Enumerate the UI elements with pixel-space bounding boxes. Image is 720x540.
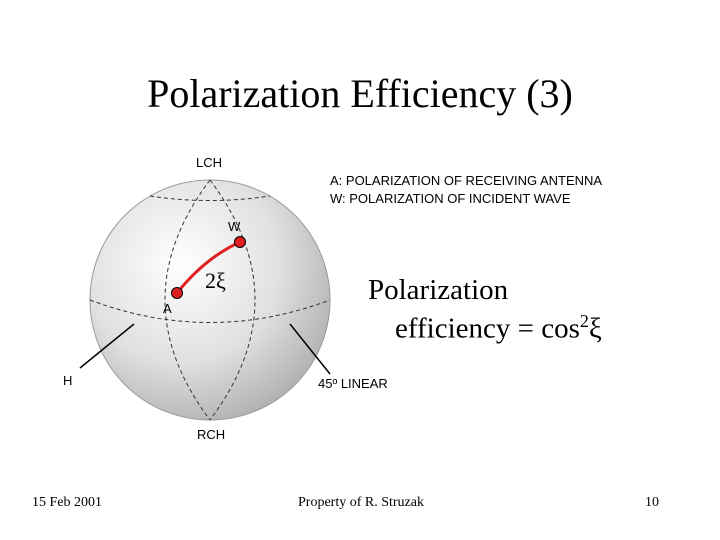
linear45-pointer-line xyxy=(289,323,331,375)
footer-date: 15 Feb 2001 xyxy=(32,495,102,510)
footer-page-number: 10 xyxy=(645,495,659,510)
lch-label: LCH xyxy=(196,155,223,170)
slide-title: Polarization Efficiency (3) xyxy=(147,71,573,116)
h-label: H xyxy=(63,373,73,388)
linear45-label: 45º LINEAR xyxy=(318,376,388,391)
efficiency-symbol: ξ xyxy=(588,312,602,345)
point-a-marker xyxy=(171,287,183,299)
efficiency-text: efficiency = cos xyxy=(395,312,580,345)
equator-line xyxy=(89,299,331,323)
legend-a-text: A: POLARIZATION OF RECEIVING ANTENNA xyxy=(330,173,603,188)
legend-w-text: W: POLARIZATION OF INCIDENT WAVE xyxy=(330,191,571,206)
efficiency-line1: Polarization xyxy=(368,274,509,306)
w-label: W xyxy=(228,219,241,234)
rch-label: RCH xyxy=(197,427,226,442)
a-label: A xyxy=(163,301,172,316)
meridian-line-right xyxy=(209,179,256,421)
point-w-marker xyxy=(234,236,246,248)
sphere xyxy=(89,179,331,421)
angle-label: 2ξ xyxy=(205,268,226,293)
h-pointer-line xyxy=(79,323,135,369)
efficiency-line2: efficiency = cos2ξ xyxy=(395,311,602,346)
efficiency-exponent: 2 xyxy=(579,311,589,331)
polarization-arc xyxy=(175,240,241,294)
legend: A: POLARIZATION OF RECEIVING ANTENNA W: … xyxy=(330,172,602,208)
latitude-line xyxy=(149,195,271,201)
footer-property: Property of R. Struzak xyxy=(298,495,424,510)
meridian-line-left xyxy=(164,179,211,421)
